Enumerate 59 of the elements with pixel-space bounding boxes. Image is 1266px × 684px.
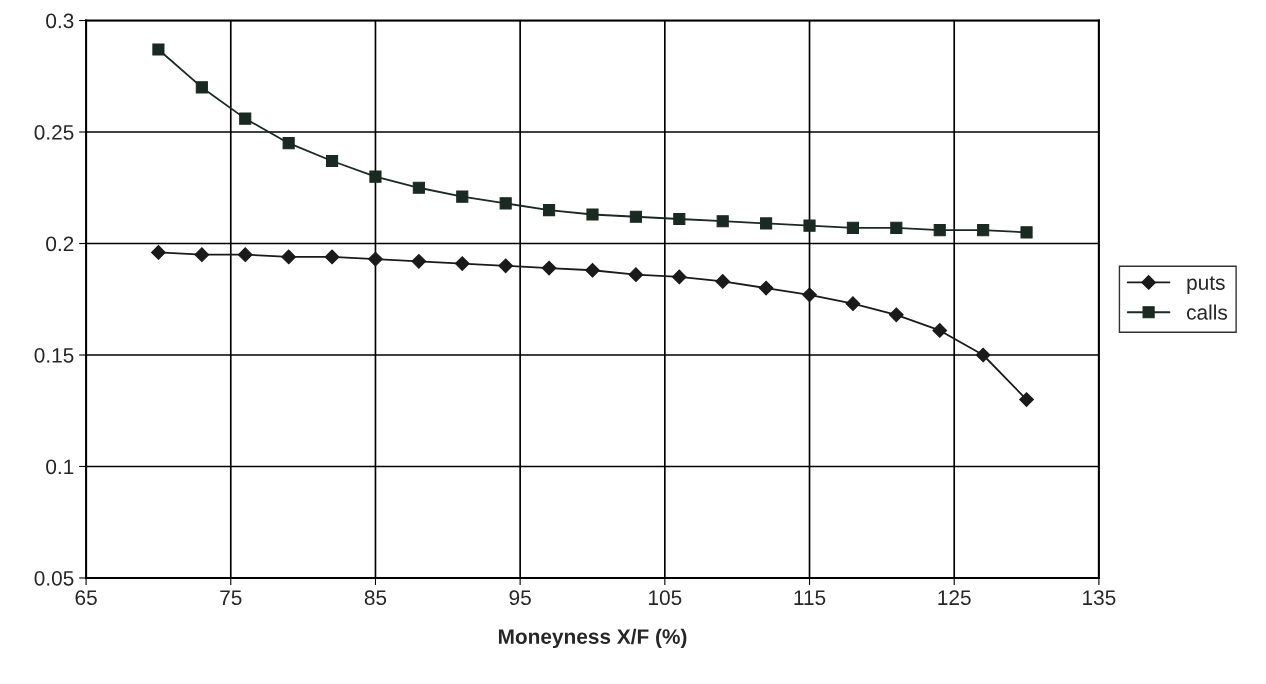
point xyxy=(802,287,817,303)
point xyxy=(933,224,946,237)
point xyxy=(716,215,729,228)
x-tick-label: 105 xyxy=(649,590,682,606)
point xyxy=(152,43,165,56)
x-tick-label: 65 xyxy=(75,590,97,606)
point xyxy=(585,262,600,278)
point xyxy=(671,269,687,285)
y-tick-label: 0.15 xyxy=(34,348,74,363)
y-tick-label: 0.2 xyxy=(46,236,74,252)
x-tick-label: 95 xyxy=(509,590,531,606)
point xyxy=(151,245,166,260)
point xyxy=(586,208,599,221)
point xyxy=(454,256,470,271)
point xyxy=(411,253,427,269)
point xyxy=(368,251,383,267)
y-tick-label: 0.05 xyxy=(34,570,74,586)
y-tick-label: 0.25 xyxy=(34,125,74,140)
point xyxy=(541,260,557,276)
point xyxy=(239,112,252,125)
point xyxy=(846,221,859,234)
x-tick-label: 75 xyxy=(220,590,242,606)
x-tick-label: 125 xyxy=(938,590,971,606)
legend-label: puts xyxy=(1187,276,1225,295)
x-axis-title: Moneyness X/F (%) xyxy=(498,628,687,649)
y-tick-label: 0.3 xyxy=(46,13,74,29)
point xyxy=(975,347,991,363)
point xyxy=(281,249,297,265)
point xyxy=(803,219,816,232)
point xyxy=(715,274,731,289)
point xyxy=(888,307,904,323)
y-tick-label: 0.1 xyxy=(46,459,74,475)
point xyxy=(282,137,295,150)
point xyxy=(977,224,990,237)
point xyxy=(758,280,774,296)
point xyxy=(194,247,210,263)
point xyxy=(412,181,425,194)
point xyxy=(845,296,861,312)
point xyxy=(628,267,644,283)
point xyxy=(237,247,253,263)
point xyxy=(760,217,773,230)
point xyxy=(369,170,382,183)
x-tick-label: 85 xyxy=(364,590,387,606)
point xyxy=(932,323,948,338)
point xyxy=(543,203,556,217)
x-tick-label: 135 xyxy=(1083,590,1116,606)
legend-label: calls xyxy=(1186,304,1228,320)
x-tick-label: 115 xyxy=(794,590,826,606)
point xyxy=(673,212,686,226)
point xyxy=(629,210,642,223)
point xyxy=(456,190,469,203)
point xyxy=(195,81,208,94)
point xyxy=(499,197,512,210)
point xyxy=(890,221,903,234)
point xyxy=(324,249,340,265)
point xyxy=(1019,392,1034,407)
point xyxy=(325,154,339,168)
point xyxy=(498,258,514,274)
point xyxy=(1020,226,1033,239)
